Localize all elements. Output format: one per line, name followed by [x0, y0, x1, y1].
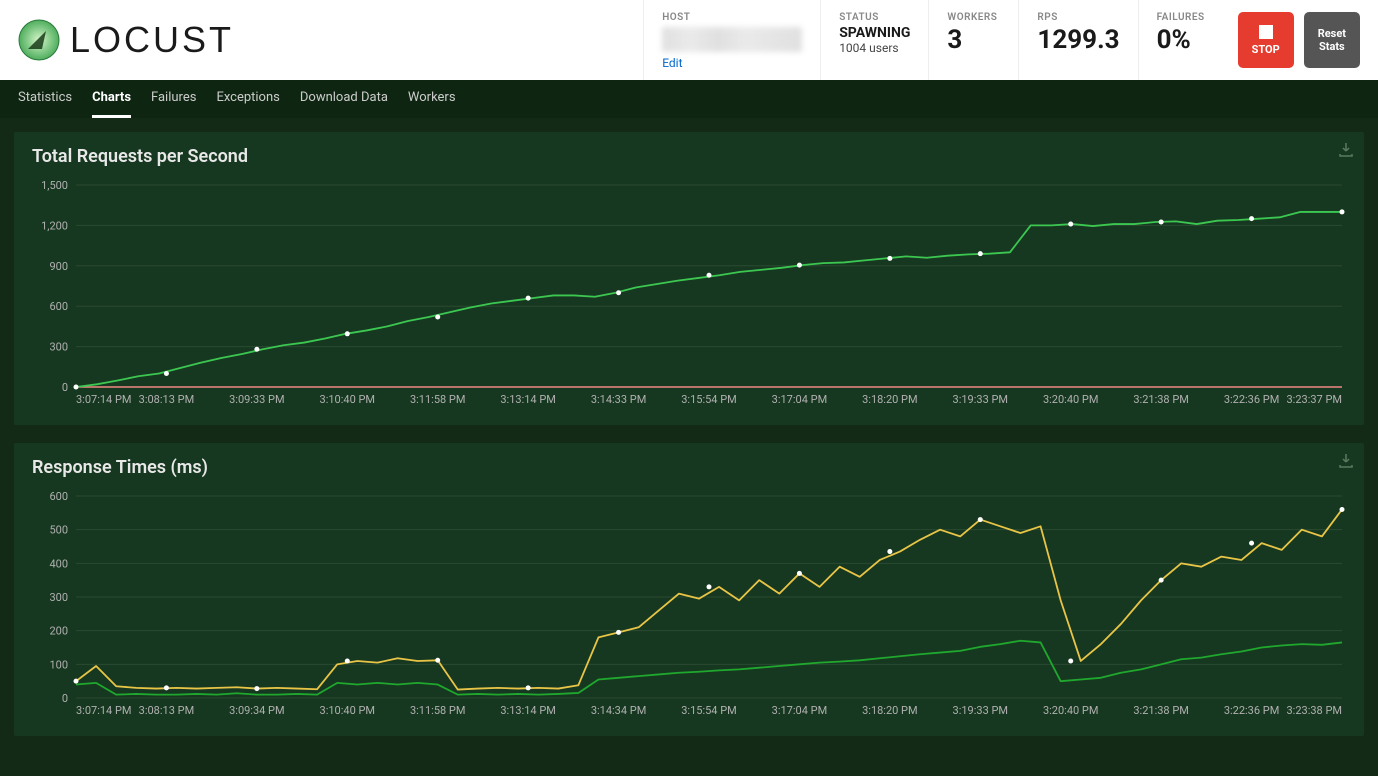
svg-text:3:07:14 PM: 3:07:14 PM [76, 393, 132, 406]
svg-text:3:19:33 PM: 3:19:33 PM [953, 393, 1009, 406]
svg-text:600: 600 [49, 490, 68, 503]
reset-label-1: Reset [1318, 27, 1346, 40]
status-block: STATUS SPAWNING 1004 users [820, 0, 928, 80]
host-value-redacted [662, 27, 802, 52]
svg-text:3:11:58 PM: 3:11:58 PM [410, 704, 466, 717]
svg-text:3:10:40 PM: 3:10:40 PM [320, 704, 376, 717]
svg-text:3:20:40 PM: 3:20:40 PM [1043, 393, 1099, 406]
svg-text:3:18:20 PM: 3:18:20 PM [862, 393, 918, 406]
tab-failures[interactable]: Failures [151, 80, 196, 118]
svg-text:3:23:38 PM: 3:23:38 PM [1286, 704, 1342, 717]
reset-stats-button[interactable]: Reset Stats [1304, 12, 1360, 68]
svg-text:0: 0 [62, 692, 68, 705]
svg-text:3:13:14 PM: 3:13:14 PM [500, 393, 556, 406]
status-label: STATUS [839, 12, 910, 23]
edit-host-link[interactable]: Edit [662, 56, 802, 70]
svg-text:3:14:34 PM: 3:14:34 PM [591, 704, 647, 717]
tab-charts[interactable]: Charts [92, 80, 131, 118]
tab-workers[interactable]: Workers [408, 80, 456, 118]
failures-value: 0% [1157, 25, 1210, 55]
workers-value: 3 [947, 25, 1000, 55]
failures-block: FAILURES 0% [1138, 0, 1228, 80]
svg-text:300: 300 [49, 341, 68, 354]
svg-text:3:17:04 PM: 3:17:04 PM [772, 704, 828, 717]
svg-text:200: 200 [49, 625, 68, 638]
download-icon[interactable] [1338, 142, 1354, 158]
header-stats: HOST Edit STATUS SPAWNING 1004 users WOR… [643, 0, 1360, 80]
svg-text:3:08:13 PM: 3:08:13 PM [139, 704, 195, 717]
svg-text:3:15:54 PM: 3:15:54 PM [681, 393, 737, 406]
svg-text:900: 900 [49, 260, 68, 273]
status-value: SPAWNING [839, 25, 910, 41]
stop-icon [1259, 25, 1273, 39]
workers-block: WORKERS 3 [928, 0, 1018, 80]
chart-svg-response-times: 0 100 200 300 400 500 600 3:07:14 PM 3:08:13 PM 3… [32, 486, 1350, 724]
svg-text:300: 300 [49, 591, 68, 604]
svg-text:3:07:14 PM: 3:07:14 PM [76, 704, 132, 717]
chart-body-response-times: 0 100 200 300 400 500 600 3:07:14 PM 3:08:13 PM 3… [32, 486, 1346, 728]
chart-title-response-times: Response Times (ms) [32, 457, 1346, 478]
host-label: HOST [662, 12, 802, 23]
rps-block: RPS 1299.3 [1018, 0, 1137, 80]
rps-value: 1299.3 [1037, 25, 1119, 55]
svg-text:3:19:33 PM: 3:19:33 PM [953, 704, 1009, 717]
svg-text:3:10:40 PM: 3:10:40 PM [320, 393, 376, 406]
reset-label-2: Stats [1319, 40, 1345, 53]
svg-text:3:20:40 PM: 3:20:40 PM [1043, 704, 1099, 717]
tab-exceptions[interactable]: Exceptions [216, 80, 279, 118]
svg-text:3:15:54 PM: 3:15:54 PM [681, 704, 737, 717]
svg-text:3:22:36 PM: 3:22:36 PM [1224, 393, 1280, 406]
svg-text:100: 100 [49, 658, 68, 671]
svg-text:3:22:36 PM: 3:22:36 PM [1224, 704, 1280, 717]
download-icon[interactable] [1338, 453, 1354, 469]
stop-button[interactable]: STOP [1238, 12, 1294, 68]
svg-text:3:11:58 PM: 3:11:58 PM [410, 393, 466, 406]
chart-title-rps: Total Requests per Second [32, 146, 1346, 167]
tabs-bar: Statistics Charts Failures Exceptions Downlo… [0, 80, 1378, 118]
chart-panel-response-times: Response Times (ms) 0 100 200 300 400 500 600 3… [14, 443, 1364, 736]
svg-text:1,200: 1,200 [41, 219, 68, 232]
svg-text:3:18:20 PM: 3:18:20 PM [862, 704, 918, 717]
logo-text: LOCUST [70, 19, 234, 61]
locust-logo-icon [18, 19, 60, 61]
charts-area: Total Requests per Second 0 300 600 900 1,20… [0, 118, 1378, 776]
chart-body-rps: 0 300 600 900 1,200 1,500 3:07:14 PM 3:08:13 PM… [32, 175, 1346, 417]
chart-panel-rps: Total Requests per Second 0 300 600 900 1,20… [14, 132, 1364, 425]
rps-label: RPS [1037, 12, 1119, 23]
host-block: HOST Edit [643, 0, 820, 80]
chart-svg-rps: 0 300 600 900 1,200 1,500 3:07:14 PM 3:08:13 PM… [32, 175, 1350, 413]
logo: LOCUST [18, 19, 234, 61]
tab-statistics[interactable]: Statistics [18, 80, 72, 118]
svg-text:600: 600 [49, 300, 68, 313]
tab-download-data[interactable]: Download Data [300, 80, 388, 118]
svg-text:0: 0 [62, 381, 68, 394]
svg-text:3:08:13 PM: 3:08:13 PM [139, 393, 195, 406]
stop-label: STOP [1252, 43, 1280, 56]
svg-text:500: 500 [49, 524, 68, 537]
svg-text:3:13:14 PM: 3:13:14 PM [500, 704, 556, 717]
svg-text:1,500: 1,500 [41, 179, 68, 192]
svg-text:3:17:04 PM: 3:17:04 PM [772, 393, 828, 406]
svg-text:3:21:38 PM: 3:21:38 PM [1133, 393, 1189, 406]
workers-label: WORKERS [947, 12, 1000, 23]
svg-text:400: 400 [49, 557, 68, 570]
svg-text:3:14:33 PM: 3:14:33 PM [591, 393, 647, 406]
failures-label: FAILURES [1157, 12, 1210, 23]
svg-text:3:23:37 PM: 3:23:37 PM [1286, 393, 1342, 406]
header-bar: LOCUST HOST Edit STATUS SPAWNING 1004 us… [0, 0, 1378, 80]
svg-text:3:09:34 PM: 3:09:34 PM [229, 704, 285, 717]
svg-text:3:09:33 PM: 3:09:33 PM [229, 393, 285, 406]
svg-text:3:21:38 PM: 3:21:38 PM [1133, 704, 1189, 717]
users-text: 1004 users [839, 41, 910, 55]
